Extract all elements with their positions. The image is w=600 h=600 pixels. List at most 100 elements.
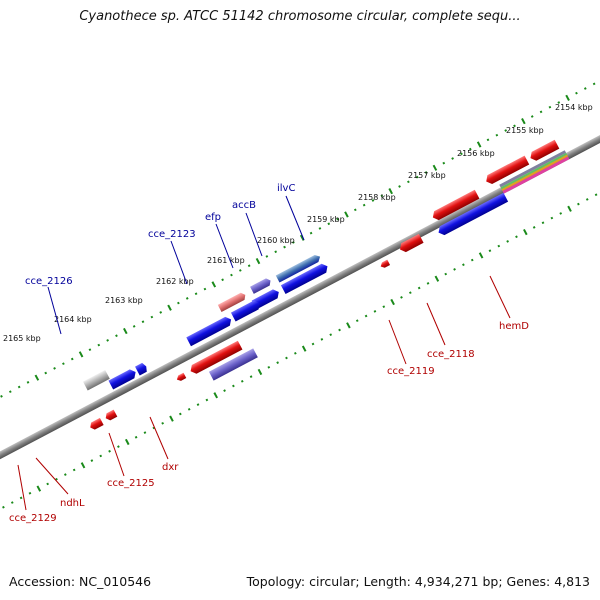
tick-mark [373,310,377,313]
tick-mark [390,298,395,306]
tick-mark [10,501,14,504]
gene-labels: ilvC accB efp cce_2123 cce_2126 hemD cce… [9,183,529,524]
gene-arrow-small-blue[interactable] [135,362,149,376]
gene-arrow-cce2123[interactable] [250,277,272,294]
tick-mark [2,505,5,509]
tick-mark [17,385,21,389]
gene-arrow-accb-upstream[interactable] [230,299,262,322]
tick-mark [362,203,366,207]
tick-mark [382,305,386,309]
tick-mark [159,311,163,314]
tick-mark [548,105,552,109]
tick-mark [432,164,438,171]
tick-mark [338,328,341,332]
tick-mark [238,269,242,272]
tick-mark [504,129,508,132]
tick-mark [476,141,482,148]
tick-mark [167,304,172,311]
gene-arrow-cce2118-a[interactable] [398,233,424,254]
label-cce2118[interactable]: cce_2118 [427,349,475,360]
gene-arrow-dxr-inner[interactable] [208,348,258,381]
label-ilvc[interactable]: ilvC [277,183,295,194]
gene-arrow-accb[interactable] [275,253,322,283]
label-ndhl[interactable]: ndhL [60,498,85,509]
tick-mark [495,133,499,137]
tick-mark [513,124,516,128]
tick-mark [460,152,463,156]
label-efp[interactable]: efp [205,212,221,223]
kbp-label: 2165 kbp [3,334,41,343]
tick-mark [530,115,534,118]
label-cce2125[interactable]: cce_2125 [107,478,155,489]
gene-arrow-dxr[interactable] [188,340,243,376]
gene-block-gray[interactable] [83,369,110,391]
gene-arrow-cce2125[interactable] [176,372,187,383]
tick-mark [267,365,271,369]
tick-mark [451,157,454,160]
tick-mark [108,449,111,453]
chromosome-backbone [0,98,600,497]
tick-mark [134,435,138,439]
tick-mark [240,379,244,383]
tick-mark [221,278,224,282]
tick-mark [444,272,448,276]
tick-mark [453,268,456,271]
gene-arrow-inner-blue[interactable] [436,192,509,237]
topology-text: Topology: circular; Length: 4,934,271 bp… [246,574,590,589]
gene-arrow-cce2123-long[interactable] [186,315,233,347]
tick-mark [371,199,375,202]
tick-mark [124,438,130,446]
tick-mark [72,468,76,472]
gene-block-striped[interactable] [499,150,570,194]
tick-mark [327,222,331,226]
tick-mark [442,161,446,165]
tick-ring-outer [0,82,596,398]
tick-mark [44,371,48,375]
tick-mark [26,381,30,384]
tick-mark [115,334,118,338]
tick-mark [274,250,278,254]
tick-mark [19,496,23,500]
gene-arrow-cce2129[interactable] [88,417,104,431]
tick-mark [185,297,189,300]
map-title: Cyanothece sp. ATCC 51142 chromosome cir… [79,9,521,24]
label-hemd[interactable]: hemD [499,321,529,332]
tick-mark [346,322,351,329]
tick-mark [28,491,32,495]
gene-arrow-hemd-right[interactable] [484,155,530,186]
tick-mark [400,296,403,299]
tick-mark [577,202,580,206]
kbp-labels: 2154 kbp 2155 kbp 2156 kbp 2157 kbp 2158 kbp… [3,103,593,343]
tick-mark [255,257,261,265]
gene-arrow-cce2119[interactable] [379,259,391,270]
tick-mark [364,314,368,318]
kbp-label: 2157 kbp [408,171,446,180]
tick-mark [506,240,509,243]
gene-arrow-cce2126[interactable] [108,368,137,390]
label-cce2129[interactable]: cce_2129 [9,513,57,524]
tick-mark [424,171,428,174]
tick-mark [515,235,518,239]
label-cce2126[interactable]: cce_2126 [25,276,73,287]
tick-mark [488,249,492,253]
label-cce2123[interactable]: cce_2123 [148,229,196,240]
label-cce2119[interactable]: cce_2119 [387,366,435,377]
gene-arrow-right-edge[interactable] [528,139,560,163]
gene-arrow-hemd[interactable] [431,189,480,222]
tick-mark [141,320,145,324]
gene-arrow-pink[interactable] [217,291,247,312]
tick-mark [99,454,103,458]
tick-mark [532,226,536,229]
tick-mark [539,110,543,114]
forward-genes [83,253,330,391]
reverse-genes [88,139,570,431]
gene-arrow-ilvc[interactable] [280,262,330,295]
tick-mark [426,282,430,285]
gene-arrow-ndhl[interactable] [104,409,118,422]
tick-mark [36,485,42,492]
label-accb[interactable]: accB [232,200,256,211]
kbp-label: 2163 kbp [105,296,143,305]
label-dxr[interactable]: dxr [162,462,179,473]
tick-mark [462,263,465,267]
